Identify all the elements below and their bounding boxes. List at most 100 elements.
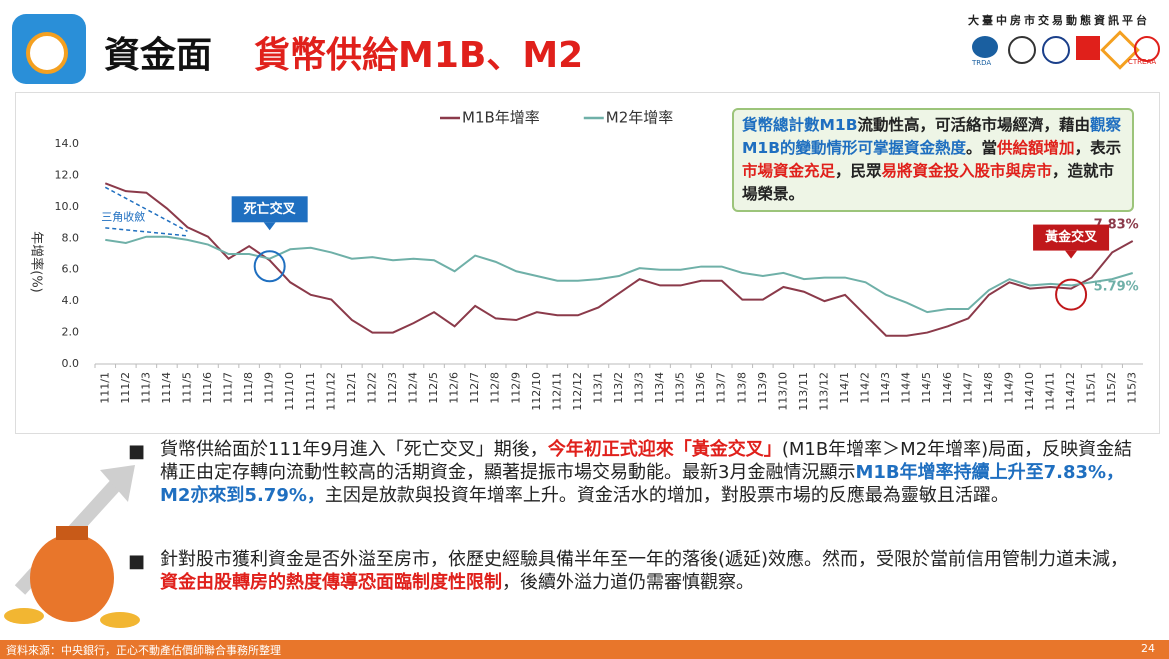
x-tick-label: 114/10 xyxy=(1023,372,1036,411)
footer: 資料來源：中央銀行，正心不動產估價師聯合事務所整理 24 xyxy=(0,640,1169,659)
series-line xyxy=(105,235,1134,314)
callout-text: ，造就市場榮景。 xyxy=(742,162,1115,203)
money-bag xyxy=(30,534,114,622)
x-tick-label: 114/7 xyxy=(961,372,974,404)
x-tick-label: 113/7 xyxy=(715,372,728,404)
title: 資金面 xyxy=(104,35,213,76)
x-tick-label: 112/1 xyxy=(345,372,358,404)
subtitle: 貨幣供給M1B、M2 xyxy=(254,35,584,76)
x-tick-label: 112/3 xyxy=(386,372,399,404)
annotation-circle xyxy=(253,250,286,283)
annotation-box xyxy=(231,196,308,223)
x-tick-label: 114/2 xyxy=(859,372,872,404)
x-tick-label: 115/3 xyxy=(1126,372,1139,404)
x-tick-label: 111/3 xyxy=(139,372,152,404)
legend-label: M1B年增率 xyxy=(462,109,540,127)
bullet: 針對股市獲利資金是否外溢至房市，依歷史經驗具備半年至一年的落後(遞延)效應。然而… xyxy=(160,548,1145,594)
logo-lens xyxy=(26,32,68,74)
x-tick-label: 113/10 xyxy=(776,372,789,411)
y-tick-label: 0.0 xyxy=(62,357,80,370)
bullet-text: 主因是放款與投資年增率上升。資金活水的增加，對股票市場的反應最為靈敏且活躍。 xyxy=(324,485,1009,506)
x-tick-label: 111/2 xyxy=(119,372,132,404)
x-tick-label: 114/5 xyxy=(920,372,933,404)
series-line xyxy=(104,182,1134,337)
x-tick-label: 111/5 xyxy=(180,372,193,404)
x-tick-label: 111/10 xyxy=(283,372,296,411)
x-tick-label: 111/11 xyxy=(304,372,317,411)
x-tick-label: 114/4 xyxy=(900,372,913,404)
x-tick-label: 112/11 xyxy=(550,372,563,411)
logo-text: CTREAA xyxy=(1128,58,1157,66)
x-tick-label: 111/8 xyxy=(242,372,255,404)
annotation: 黃金交叉 xyxy=(1044,229,1098,245)
bullet-mark: ■ xyxy=(128,551,146,572)
x-tick-label: 113/1 xyxy=(591,372,604,404)
bullet: 貨幣供給面於111年9月進入「死亡交叉」期後，今年初正式迎來「黃金交叉」(M1B… xyxy=(160,438,1145,507)
x-tick-label: 114/1 xyxy=(838,372,851,404)
x-tick-label: 112/6 xyxy=(448,372,461,404)
x-tick-label: 113/4 xyxy=(653,372,666,404)
annotation-pointer xyxy=(1065,250,1078,259)
annotation-circle xyxy=(1055,278,1088,311)
y-tick-label: 2.0 xyxy=(62,326,80,339)
annotation-pointer xyxy=(263,222,276,231)
y-tick-label: 6.0 xyxy=(62,263,80,276)
y-tick-label: 12.0 xyxy=(55,168,80,181)
x-tick-label: 113/2 xyxy=(612,372,625,404)
x-tick-label: 113/6 xyxy=(694,372,707,404)
x-tick-label: 112/7 xyxy=(468,372,481,404)
x-tick-label: 115/1 xyxy=(1085,372,1098,404)
x-tick-label: 111/6 xyxy=(201,372,214,404)
x-tick-label: 114/12 xyxy=(1064,372,1077,411)
value-label: 5.79% xyxy=(1094,280,1139,295)
logo xyxy=(1134,36,1160,62)
bullet-text: ，後續外溢力道仍需審慎觀察。 xyxy=(502,572,754,593)
logo-text: TRDA xyxy=(972,59,992,67)
y-tick-label: 14.0 xyxy=(55,137,80,150)
x-tick-label: 112/5 xyxy=(427,372,440,404)
y-tick-label: 10.0 xyxy=(55,200,80,213)
x-tick-label: 113/3 xyxy=(633,372,646,404)
x-tick-label: 113/9 xyxy=(756,372,769,404)
x-tick-label: 114/6 xyxy=(941,372,954,404)
annotation: 死亡交叉 xyxy=(244,201,297,217)
chart-frame xyxy=(15,92,1160,434)
logo xyxy=(1042,36,1070,64)
x-tick-label: 112/4 xyxy=(407,372,420,404)
logos: TRDA CTREAA xyxy=(972,30,1160,70)
x-tick-label: 112/10 xyxy=(530,372,543,411)
bullet-text: (M1B年增率＞M2年增率)局面，反映資金結構正由定存轉向流動性較高的活期資金，… xyxy=(160,439,1133,483)
logo xyxy=(1008,36,1036,64)
bullet-text: 針對股市獲利資金是否外溢至房市，依歷史經驗具備半年至一年的落後(遞延)效應。然而… xyxy=(160,549,1129,570)
chart: 0.0 2.0 4.0 6.0 8.0 10.0 12.0 14.0 111/1 111/2 111… xyxy=(29,109,1143,411)
callout: 貨幣總計數M1B流動性高，可活絡市場經濟，藉由觀察M1B的變動情形可掌握資金熱度… xyxy=(732,108,1134,212)
y-tick-label: 8.0 xyxy=(62,231,80,244)
coin xyxy=(100,612,140,628)
x-tick-label: 112/9 xyxy=(509,372,522,404)
x-tick-label: 114/8 xyxy=(982,372,995,404)
callout-text: ，民眾 xyxy=(835,162,882,180)
x-tick-label: 113/5 xyxy=(674,372,687,404)
callout-text: 供給額增加 xyxy=(997,139,1075,157)
x-tick-label: 113/12 xyxy=(817,372,830,411)
bullet-text: 今年初正式迎來「黃金交叉」 xyxy=(547,439,782,460)
x-tick-label: 111/4 xyxy=(160,372,173,404)
x-tick-label: 114/3 xyxy=(879,372,892,404)
money-illustration xyxy=(4,465,140,628)
annotation-line xyxy=(105,227,188,237)
org: 大臺中房市交易動態資訊平台 xyxy=(968,14,1150,27)
y-axis-label: 年增率(%) xyxy=(29,231,45,293)
x-tick-label: 112/2 xyxy=(365,372,378,404)
bullet-text: 貨幣供給面於111年9月進入「死亡交叉」期後， xyxy=(160,439,548,460)
x-tick-label: 114/11 xyxy=(1044,372,1057,411)
callout-text: 。當 xyxy=(966,139,998,157)
x-tick-label: 114/9 xyxy=(1002,372,1015,404)
page-number: 24 xyxy=(1141,642,1155,655)
legend-label: M2年增率 xyxy=(606,109,674,127)
annotation-box xyxy=(1033,224,1110,251)
x-tick-label: 115/2 xyxy=(1105,372,1118,404)
arrow-head xyxy=(100,465,135,502)
callout-text: 觀察M1B的變動情形可掌握資金熱度 xyxy=(742,116,1122,157)
logo xyxy=(972,36,998,58)
